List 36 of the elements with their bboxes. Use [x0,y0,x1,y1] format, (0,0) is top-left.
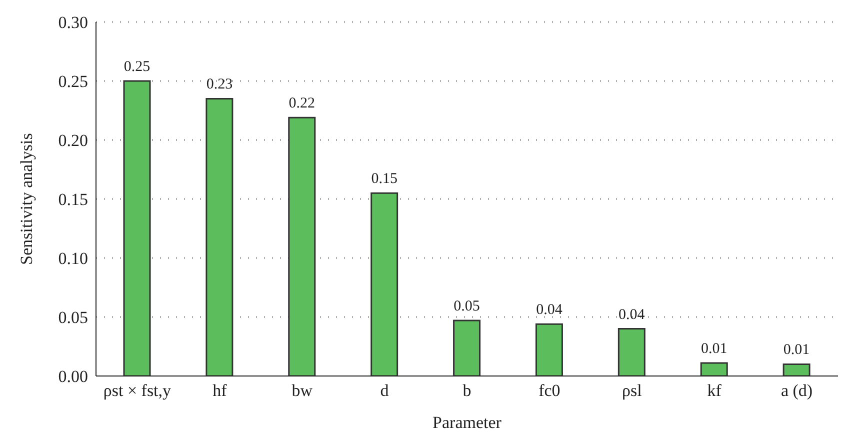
bar [123,80,151,376]
text: 0.30 [58,13,88,32]
data-label: 0.04 [618,306,646,323]
x-tick-label: a (d) [780,381,813,400]
x-tick-label: ρst × fst,y [103,381,172,400]
text: 0.20 [58,131,88,150]
bar [618,328,646,376]
text: 0.25 [58,72,88,92]
text: 0.00 [58,367,88,386]
x-tick-label: hf [212,381,228,400]
x-tick-label: b [462,381,472,400]
x-axis-title: Parameter [432,413,502,432]
x-tick-label: ρsl [622,381,642,400]
bar [370,192,398,376]
text: 0.15 [58,190,88,210]
data-label: 0.01 [783,342,810,358]
data-label: 0.23 [206,76,233,93]
x-tick-label: bw [292,381,314,400]
bar [782,363,810,376]
data-label: 0.01 [700,341,728,358]
bar [700,362,728,376]
data-label: 0.22 [288,96,316,112]
bar [453,320,481,376]
text: 0.10 [58,249,88,268]
y-axis-title: Sensitivity analysis [17,133,36,265]
data-label: 0.05 [454,298,480,315]
bar [288,116,316,376]
bar [535,323,563,376]
data-label: 0.15 [371,171,398,188]
data-label: 0.25 [124,59,150,75]
x-tick-label: d [380,381,390,400]
data-label: 0.04 [536,302,563,318]
x-tick-label: fc0 [538,381,560,400]
x-tick-label: kf [707,381,722,400]
bar [206,98,234,376]
text: 0.05 [58,308,88,328]
